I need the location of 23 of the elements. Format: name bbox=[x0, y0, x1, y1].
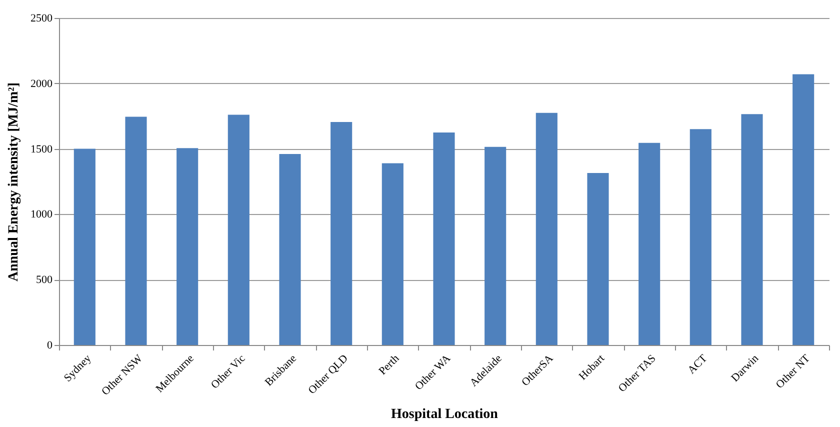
bar bbox=[484, 146, 506, 345]
bar bbox=[536, 112, 558, 345]
y-tick-label: 500 bbox=[36, 274, 53, 286]
bar bbox=[433, 132, 455, 345]
y-tick-label: 2500 bbox=[30, 12, 53, 24]
bar bbox=[587, 173, 609, 345]
y-axis-title: Annual Energy intensity [MJ/m²] bbox=[6, 82, 22, 282]
y-tick-label: 1500 bbox=[30, 143, 53, 156]
bar bbox=[176, 148, 198, 345]
bar bbox=[228, 114, 250, 345]
bar bbox=[792, 74, 814, 345]
bar bbox=[382, 163, 404, 345]
x-axis-title: Hospital Location bbox=[391, 407, 498, 422]
bar bbox=[330, 122, 352, 345]
bar bbox=[638, 142, 660, 345]
bar bbox=[279, 154, 301, 345]
bar bbox=[741, 114, 763, 345]
bar bbox=[125, 116, 147, 345]
y-tick-label: 2000 bbox=[30, 78, 53, 90]
y-tick-label: 0 bbox=[47, 340, 53, 352]
bar bbox=[74, 148, 96, 345]
bar bbox=[690, 129, 712, 345]
y-tick-label: 1000 bbox=[30, 208, 53, 221]
